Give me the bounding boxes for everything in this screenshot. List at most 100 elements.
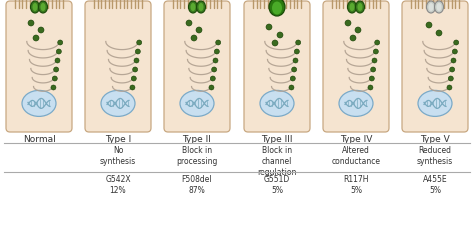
Text: Type V: Type V	[420, 135, 450, 144]
FancyBboxPatch shape	[402, 1, 468, 132]
Ellipse shape	[191, 3, 195, 11]
Ellipse shape	[38, 27, 44, 33]
Ellipse shape	[292, 67, 297, 72]
FancyBboxPatch shape	[164, 1, 230, 132]
Ellipse shape	[368, 85, 373, 90]
Text: A455E: A455E	[423, 175, 447, 184]
FancyBboxPatch shape	[244, 1, 310, 132]
Ellipse shape	[272, 40, 278, 46]
Ellipse shape	[189, 1, 198, 13]
Ellipse shape	[272, 1, 282, 14]
Ellipse shape	[427, 1, 436, 13]
Ellipse shape	[448, 76, 453, 81]
Ellipse shape	[133, 67, 137, 72]
Text: R117H: R117H	[343, 175, 369, 184]
Ellipse shape	[51, 85, 56, 90]
Ellipse shape	[199, 3, 203, 11]
Ellipse shape	[452, 49, 457, 54]
Ellipse shape	[435, 1, 444, 13]
Ellipse shape	[266, 24, 272, 30]
Ellipse shape	[374, 49, 378, 54]
Ellipse shape	[450, 67, 455, 72]
Ellipse shape	[30, 1, 39, 13]
Ellipse shape	[269, 0, 285, 16]
Ellipse shape	[426, 22, 432, 28]
Text: Normal: Normal	[23, 135, 55, 144]
Ellipse shape	[349, 3, 355, 11]
FancyBboxPatch shape	[323, 1, 389, 132]
Ellipse shape	[137, 40, 142, 45]
Ellipse shape	[212, 67, 217, 72]
Ellipse shape	[345, 20, 351, 26]
Ellipse shape	[296, 40, 301, 45]
Text: Block in
processing: Block in processing	[176, 146, 218, 166]
Ellipse shape	[38, 1, 47, 13]
Ellipse shape	[454, 40, 459, 45]
Text: 5%: 5%	[350, 186, 362, 195]
Ellipse shape	[213, 58, 218, 63]
Ellipse shape	[136, 49, 140, 54]
Text: G551D: G551D	[264, 175, 290, 184]
Ellipse shape	[369, 76, 374, 81]
Ellipse shape	[52, 76, 57, 81]
Text: F508del: F508del	[182, 175, 212, 184]
Ellipse shape	[196, 27, 202, 33]
Ellipse shape	[428, 3, 434, 11]
Ellipse shape	[134, 58, 139, 63]
Text: 12%: 12%	[109, 186, 126, 195]
Text: Reduced
synthesis: Reduced synthesis	[417, 146, 453, 166]
Ellipse shape	[371, 67, 376, 72]
Text: G542X: G542X	[105, 175, 131, 184]
Text: Altered
conductance: Altered conductance	[331, 146, 381, 166]
Ellipse shape	[186, 20, 192, 26]
Ellipse shape	[180, 90, 214, 116]
Ellipse shape	[58, 40, 63, 45]
Ellipse shape	[375, 40, 380, 45]
Ellipse shape	[54, 67, 59, 72]
Ellipse shape	[289, 85, 294, 90]
Ellipse shape	[418, 90, 452, 116]
Ellipse shape	[260, 90, 294, 116]
Ellipse shape	[33, 35, 39, 41]
Ellipse shape	[356, 1, 365, 13]
Ellipse shape	[293, 58, 298, 63]
Ellipse shape	[447, 85, 452, 90]
Text: Type III: Type III	[261, 135, 293, 144]
Text: No
synthesis: No synthesis	[100, 146, 136, 166]
Ellipse shape	[209, 85, 214, 90]
Ellipse shape	[294, 49, 300, 54]
Ellipse shape	[101, 90, 135, 116]
Ellipse shape	[22, 90, 56, 116]
Text: Type II: Type II	[182, 135, 211, 144]
Ellipse shape	[56, 49, 61, 54]
Ellipse shape	[355, 27, 361, 33]
Ellipse shape	[40, 3, 46, 11]
Text: 5%: 5%	[271, 186, 283, 195]
Ellipse shape	[214, 49, 219, 54]
Text: Block in
channel
regulation: Block in channel regulation	[257, 146, 297, 177]
Ellipse shape	[339, 90, 373, 116]
FancyBboxPatch shape	[85, 1, 151, 132]
Text: 87%: 87%	[189, 186, 205, 195]
Ellipse shape	[437, 3, 441, 11]
Text: Type IV: Type IV	[340, 135, 372, 144]
Ellipse shape	[55, 58, 60, 63]
Ellipse shape	[197, 1, 206, 13]
Ellipse shape	[357, 3, 363, 11]
Text: 5%: 5%	[429, 186, 441, 195]
Text: Type I: Type I	[105, 135, 131, 144]
Ellipse shape	[33, 3, 37, 11]
Ellipse shape	[216, 40, 221, 45]
Ellipse shape	[131, 76, 137, 81]
Ellipse shape	[436, 30, 442, 36]
Ellipse shape	[347, 1, 356, 13]
Ellipse shape	[210, 76, 215, 81]
Ellipse shape	[350, 35, 356, 41]
Ellipse shape	[28, 20, 34, 26]
Ellipse shape	[290, 76, 295, 81]
Ellipse shape	[191, 35, 197, 41]
FancyBboxPatch shape	[6, 1, 72, 132]
Ellipse shape	[130, 85, 135, 90]
Ellipse shape	[451, 58, 456, 63]
Ellipse shape	[372, 58, 377, 63]
